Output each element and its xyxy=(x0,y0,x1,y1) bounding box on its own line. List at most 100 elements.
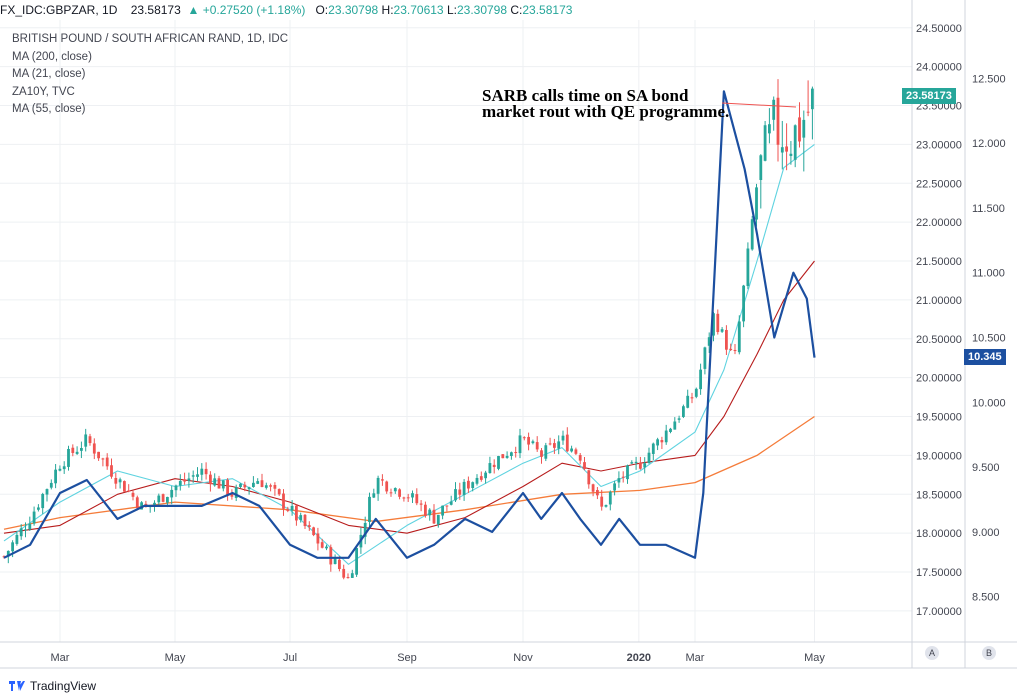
left-axis-tick-label: 18.50000 xyxy=(916,489,962,501)
candle-body xyxy=(415,494,419,504)
candle-body xyxy=(497,456,500,469)
left-axis-tick-label: 19.50000 xyxy=(916,412,962,424)
candle-body xyxy=(419,503,423,505)
candle-body xyxy=(286,509,290,511)
left-axis-tick-label: 17.00000 xyxy=(916,606,962,618)
candle-body xyxy=(445,505,449,507)
right-axis-tick-label: 11.000 xyxy=(972,268,1005,280)
candle-body xyxy=(381,479,384,481)
scale-b-button[interactable]: B xyxy=(982,646,996,660)
candle-body xyxy=(295,505,298,521)
candle-body xyxy=(432,509,436,524)
candle-body xyxy=(553,443,556,448)
candle-body xyxy=(62,466,66,470)
candle-body xyxy=(277,489,281,495)
candle-body xyxy=(97,451,100,459)
legend-ma21[interactable]: MA (21, close) xyxy=(12,68,86,80)
candle-body xyxy=(252,482,255,487)
candle-body xyxy=(750,219,754,250)
candle-body xyxy=(333,558,337,565)
candle-body xyxy=(303,514,307,527)
candle-body xyxy=(264,485,268,488)
candle-body xyxy=(312,527,315,536)
candle-body xyxy=(372,493,376,498)
candle-body xyxy=(596,490,599,496)
candle-body xyxy=(531,441,535,444)
right-axis-tick-label: 12.000 xyxy=(972,138,1006,150)
candle-body xyxy=(118,479,122,483)
close-label: C: xyxy=(510,3,523,17)
legend-title: BRITISH POUND / SOUTH AFRICAN RAND, 1D, … xyxy=(12,33,289,45)
candle-body xyxy=(67,448,70,467)
candle-body xyxy=(742,285,745,322)
candle-body xyxy=(716,313,720,333)
candle-body xyxy=(11,542,14,552)
legend-ma55[interactable]: MA (55, close) xyxy=(12,103,86,115)
candle-body xyxy=(398,489,401,497)
candle-body xyxy=(84,434,88,447)
candle-body xyxy=(604,505,608,507)
candle-body xyxy=(123,481,126,492)
candle-body xyxy=(101,458,105,460)
candle-body xyxy=(54,469,57,484)
symbol-label[interactable]: FX_IDC:GBPZAR, 1D xyxy=(0,3,118,17)
time-axis-tick-label: Mar xyxy=(51,652,70,664)
candle-body xyxy=(441,505,444,516)
yield-tag: 10.345 xyxy=(964,349,1006,365)
candle-body xyxy=(110,465,113,477)
candle-body xyxy=(578,455,582,461)
news-annotation: SARB calls time on SA bond market rout w… xyxy=(482,87,729,120)
candle-body xyxy=(170,489,174,498)
right-axis-tick-label: 12.500 xyxy=(972,73,1006,85)
ma21-line xyxy=(3,143,815,565)
candle-body xyxy=(75,451,79,454)
candle-body xyxy=(226,479,229,496)
candle-body xyxy=(780,147,784,153)
candle-body xyxy=(639,462,642,469)
legend-ma200[interactable]: MA (200, close) xyxy=(12,50,92,63)
candle-body xyxy=(350,573,354,578)
candle-body xyxy=(58,468,62,471)
ma55-path xyxy=(3,260,815,534)
left-axis-tick-label: 19.00000 xyxy=(916,450,962,462)
candle-body xyxy=(793,125,797,160)
candle-body xyxy=(746,248,750,286)
time-axis-tick-label: Jul xyxy=(283,652,297,664)
brand-label[interactable]: TradingView xyxy=(30,679,97,693)
candle-body xyxy=(759,155,763,180)
left-axis-tick-label: 18.00000 xyxy=(916,528,962,540)
candle-body xyxy=(798,117,801,142)
low-value: 23.30798 xyxy=(456,3,508,17)
low-label: L: xyxy=(446,3,457,17)
candle-body xyxy=(92,443,96,454)
candle-body xyxy=(368,496,371,523)
candle-body xyxy=(703,347,707,369)
candle-body xyxy=(768,124,771,134)
legend-za10y[interactable]: ZA10Y, TVC xyxy=(12,85,75,98)
candle-body xyxy=(37,507,40,510)
candle-body xyxy=(183,479,186,482)
candle-body xyxy=(19,528,23,537)
candle-body xyxy=(806,111,810,113)
candle-body xyxy=(505,455,509,458)
candle-body xyxy=(634,461,638,464)
candle-body xyxy=(411,493,414,498)
time-axis-tick-label: Sep xyxy=(397,652,417,664)
candle-body xyxy=(191,475,195,477)
candle-body xyxy=(694,388,698,397)
candle-body xyxy=(712,313,715,336)
candle-body xyxy=(565,434,569,452)
candle-body xyxy=(24,529,27,531)
annotation-leader-line xyxy=(721,102,797,108)
auto-scale-button[interactable]: A xyxy=(925,646,939,660)
candle-body xyxy=(230,493,234,497)
candle-body xyxy=(488,463,492,474)
left-axis-tick-label: 22.50000 xyxy=(916,178,962,190)
candle-body xyxy=(436,514,440,525)
candle-body xyxy=(213,478,217,486)
right-axis-tick-label: 11.500 xyxy=(972,203,1005,215)
candle-body xyxy=(88,436,92,444)
candle-body xyxy=(363,522,367,537)
candle-body xyxy=(402,497,406,499)
